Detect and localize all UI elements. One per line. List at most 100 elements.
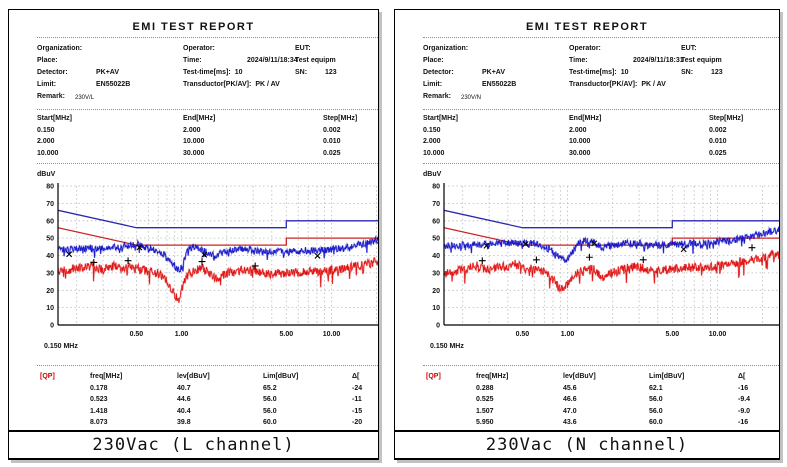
svg-text:0: 0 — [436, 323, 440, 330]
table-cell: Δ[ — [738, 373, 746, 380]
testtime-label: Test-time[ms]: — [183, 69, 231, 76]
time-value: 2024/9/11/18:34 — [247, 57, 298, 64]
testtime-row: Test-time[ms]: 10 — [569, 67, 666, 79]
table-cell: 5.950 — [476, 419, 494, 426]
svg-text:1.00: 1.00 — [175, 331, 189, 338]
table-cell: 46.6 — [563, 396, 577, 403]
transductor-value: PK / AV — [641, 81, 666, 88]
svg-text:10.00: 10.00 — [709, 331, 727, 338]
table-cell: Lim[dBuV] — [649, 373, 685, 380]
limit-value: EN55022B — [96, 81, 131, 88]
detector-label: Detector: — [423, 69, 454, 76]
emission-chart: 0 10 20 30 40 50 60 70 80 0.50 1.00 5.00 10.00 — [432, 183, 779, 338]
equipment-row: Test equipm — [681, 55, 722, 67]
table-cell: -11 — [352, 396, 362, 403]
table-cell: 60.0 — [263, 419, 277, 426]
emission-chart: 0 10 20 30 40 50 60 70 80 0.50 1.00 5.00 10.00 — [46, 183, 378, 338]
operator-label: Operator: — [569, 45, 601, 52]
equipment-label: Test equipm — [681, 57, 722, 64]
svg-text:10: 10 — [432, 305, 440, 312]
channel-label-strip: 230Vac (L channel) — [9, 430, 378, 458]
limit-label: Limit: — [423, 81, 443, 88]
table-cell: 1.507 — [476, 407, 494, 415]
limit-value: EN55022B — [482, 81, 517, 88]
svg-text:80: 80 — [432, 184, 440, 191]
qp-table: [QP] freq[MHz] lev[dBuV] Lim[dBuV] Δ[0.178 40… — [9, 371, 378, 429]
table-cell: Δ[ — [352, 373, 360, 380]
table-cell: 1.418 — [90, 407, 108, 415]
report-title: EMI TEST REPORT — [525, 21, 649, 33]
svg-text:50: 50 — [432, 236, 440, 243]
table-cell: -16 — [738, 384, 749, 392]
transductor-value: PK / AV — [255, 81, 280, 88]
svg-text:60: 60 — [432, 218, 440, 225]
table-cell: Lim[dBuV] — [263, 373, 299, 380]
detector-row: Detector: PK+AV — [37, 67, 119, 79]
eut-row: EUT: — [295, 43, 336, 55]
table-cell: 56.0 — [649, 407, 663, 415]
svg-text:0.50: 0.50 — [516, 331, 530, 338]
table-cell: -16 — [738, 419, 749, 426]
table-cell: Start[MHz] — [423, 115, 458, 122]
sweep-table: Start[MHz] End[MHz] Step[MHz] 0.150 2.000 0.0… — [395, 113, 779, 159]
table-cell: 40.4 — [177, 407, 191, 415]
svg-text:10: 10 — [46, 305, 54, 312]
table-cell: lev[dBuV] — [177, 373, 210, 380]
table-cell: 0.002 — [709, 126, 727, 134]
table-cell: 2.000 — [37, 138, 55, 145]
table-cell: 56.0 — [263, 396, 277, 403]
svg-text:80: 80 — [46, 184, 54, 191]
table-cell: Start[MHz] — [37, 115, 72, 122]
remark-label: Remark: — [37, 93, 66, 100]
table-cell: 30.000 — [569, 149, 591, 157]
table-cell: 8.073 — [90, 419, 108, 426]
qp-row: 5.950 43.6 60.0 -16 — [395, 417, 779, 429]
table-cell: 10.000 — [423, 149, 445, 157]
report-title: EMI TEST REPORT — [132, 21, 255, 33]
header-col-right: EUT: Test equipm SN: 123 — [681, 43, 723, 79]
qp-row: 8.073 39.8 60.0 -20 — [9, 417, 378, 429]
separator-line — [423, 109, 779, 110]
svg-text:70: 70 — [432, 201, 440, 208]
sweep-row: 2.000 10.000 0.010 — [9, 136, 378, 148]
testtime-value: 10 — [620, 69, 629, 76]
svg-text:20: 20 — [432, 288, 440, 295]
table-cell: 56.0 — [263, 407, 277, 415]
table-cell: 0.288 — [476, 384, 494, 392]
transductor-row: Transductor[PK/AV]: PK / AV — [569, 79, 666, 91]
svg-text:70: 70 — [46, 201, 54, 208]
table-cell: 45.6 — [563, 384, 577, 392]
table-cell: 0.525 — [476, 396, 494, 403]
table-cell: Step[MHz] — [323, 115, 358, 122]
table-cell: 40.7 — [177, 384, 191, 392]
remark-row: Remark: 230V/L — [37, 91, 94, 103]
report-header: Organization: Place: Detector: PK+AV Limi… — [395, 43, 779, 105]
header-col-middle: Operator: Time: 2024/9/11/18:34 Test-time… — [183, 43, 298, 91]
sn-label: SN: — [295, 69, 308, 76]
header-col-right: EUT: Test equipm SN: 123 — [295, 43, 337, 79]
qp-header-row: [QP] freq[MHz] lev[dBuV] Lim[dBuV] Δ[ — [9, 371, 378, 383]
eut-row: EUT: — [681, 43, 722, 55]
operator-row: Operator: — [569, 43, 666, 55]
transductor-row: Transductor[PK/AV]: PK / AV — [183, 79, 280, 91]
table-cell: 0.010 — [709, 138, 727, 145]
equipment-label: Test equipm — [295, 57, 336, 64]
separator-line — [423, 365, 779, 366]
svg-text:50: 50 — [46, 236, 54, 243]
svg-text:40: 40 — [46, 253, 54, 260]
header-col-middle: Operator: Time: 2024/9/11/18:31 Test-time… — [569, 43, 684, 91]
sweep-row: 2.000 10.000 0.010 — [395, 136, 779, 148]
table-cell: -9.4 — [738, 396, 751, 403]
table-cell: 39.8 — [177, 419, 191, 426]
header-col-left: Organization: Place: Detector: PK+AV Limi… — [37, 43, 130, 103]
table-cell: 0.025 — [323, 149, 341, 157]
svg-text:60: 60 — [46, 218, 54, 225]
organization-row: Organization: — [37, 43, 82, 55]
table-cell: -24 — [352, 384, 363, 392]
table-cell: 62.1 — [649, 384, 663, 392]
qp-header-row: [QP] freq[MHz] lev[dBuV] Lim[dBuV] Δ[ — [395, 371, 779, 383]
table-cell: 47.0 — [563, 407, 577, 415]
table-cell: 0.178 — [90, 384, 108, 392]
table-cell: -9.0 — [738, 407, 751, 415]
